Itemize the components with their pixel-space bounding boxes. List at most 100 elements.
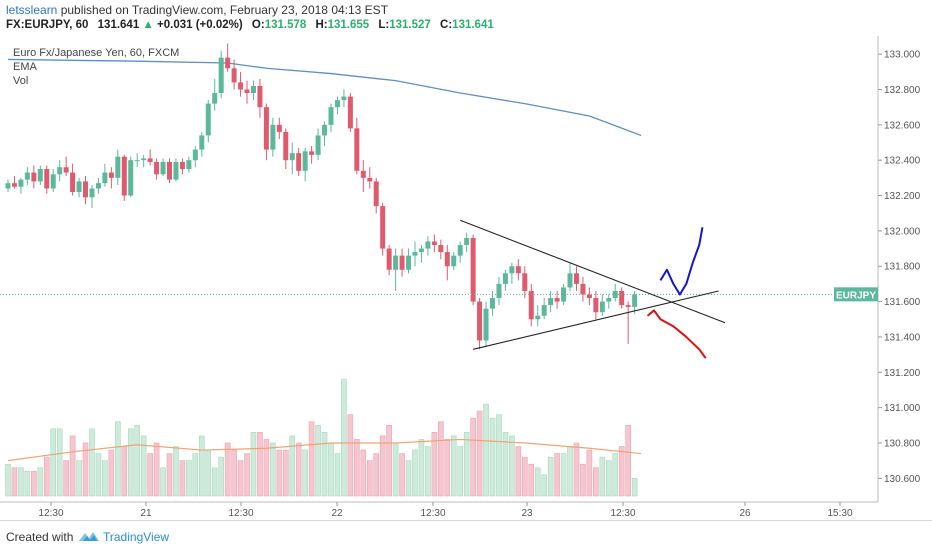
up-arrow-icon: ▲ xyxy=(142,19,154,31)
volume-bar xyxy=(379,435,386,497)
candle-body xyxy=(283,131,289,161)
candle-body xyxy=(406,255,412,270)
volume-bar xyxy=(625,425,631,497)
chart-legend: Euro Fx/Japanese Yen, 60, FXCM EMA Vol xyxy=(13,46,179,88)
volume-bar xyxy=(95,453,102,497)
candle-body xyxy=(483,308,489,341)
candle-body xyxy=(548,298,554,306)
volume-bar xyxy=(11,467,18,497)
candle-body xyxy=(315,135,321,155)
volume-bar xyxy=(308,421,315,497)
x-tick-label: 23 xyxy=(521,508,533,519)
candle-body xyxy=(619,290,625,306)
volume-bar xyxy=(31,470,37,497)
volume-bar xyxy=(147,453,153,497)
candle-body xyxy=(63,167,69,173)
candle-body xyxy=(44,169,50,189)
y-tick-label: 132.000 xyxy=(884,226,921,237)
y-tick-label: 133.000 xyxy=(884,50,921,61)
author-link[interactable]: letsslearn xyxy=(6,3,58,17)
candle-body xyxy=(347,96,353,129)
price-label-text: EURJPY xyxy=(836,290,876,301)
tradingview-brand-link[interactable]: TradingView xyxy=(103,530,170,544)
volume-bar xyxy=(237,460,244,497)
candle-body xyxy=(11,183,17,187)
volume-bar xyxy=(211,467,218,497)
candle-body xyxy=(250,85,256,94)
trendline-lower xyxy=(472,290,719,350)
volume-bar xyxy=(373,453,380,497)
candle-body xyxy=(179,161,185,170)
ohlc-low-label: L: xyxy=(378,19,390,31)
candle-body xyxy=(128,160,134,196)
y-tick-label: 131.000 xyxy=(884,403,921,414)
candle-body xyxy=(573,273,579,284)
candle-body xyxy=(231,68,237,83)
x-tick-label: 12:30 xyxy=(420,508,445,519)
candle-body xyxy=(561,287,567,302)
candle-body xyxy=(444,252,450,267)
volume-bar xyxy=(121,446,128,497)
tradingview-logo-icon[interactable] xyxy=(78,529,100,543)
candle-body xyxy=(57,167,63,175)
volume-bar xyxy=(450,435,457,497)
y-tick-label: 132.200 xyxy=(884,191,921,202)
candle-body xyxy=(70,172,76,192)
candle-body xyxy=(522,273,528,291)
legend-vol: Vol xyxy=(13,75,29,87)
candle-body xyxy=(302,151,308,171)
volume-bar xyxy=(276,449,283,497)
volume-bar xyxy=(160,467,166,497)
legend-ema: EMA xyxy=(13,61,37,73)
y-tick-label: 131.400 xyxy=(884,332,921,343)
volume-bar xyxy=(334,453,341,497)
price-chart[interactable]: 133.000 132.800 132.600 132.400 132.200 132.0… xyxy=(0,36,932,520)
y-tick-label: 130.600 xyxy=(884,474,921,485)
volume-bar xyxy=(134,425,140,497)
volume-bar xyxy=(186,460,192,497)
legend-title: Euro Fx/Japanese Yen, 60, FXCM xyxy=(13,47,180,59)
candle-body xyxy=(134,160,140,162)
candle-body xyxy=(477,301,483,341)
volume-bar xyxy=(405,460,412,497)
candle-body xyxy=(354,128,360,171)
candle-body xyxy=(580,283,586,295)
volume-bar xyxy=(483,403,489,497)
volume-bar xyxy=(43,456,50,497)
x-tick-label: 26 xyxy=(739,508,751,519)
candle-body xyxy=(102,172,108,184)
ohlc-low: 131.527 xyxy=(389,19,431,31)
y-tick-label: 131.800 xyxy=(884,262,921,273)
volume-bar xyxy=(82,442,89,497)
price-label-bg xyxy=(834,287,878,302)
candle-body xyxy=(257,85,263,108)
volume-bar xyxy=(179,460,186,497)
x-tick-label: 22 xyxy=(331,508,343,519)
candle-body xyxy=(218,57,224,94)
y-tick-label: 130.800 xyxy=(884,438,921,449)
volume-bar xyxy=(496,414,502,497)
volume-bar xyxy=(476,410,483,497)
candle-body xyxy=(289,153,295,161)
candle-body xyxy=(296,153,302,171)
candle-body xyxy=(464,237,470,246)
candle-body xyxy=(380,206,386,249)
candle-body xyxy=(205,103,211,136)
volume-bar xyxy=(315,425,321,497)
volume-bar xyxy=(586,449,593,497)
volume-bar xyxy=(218,456,224,497)
candle-body xyxy=(606,298,612,302)
volume-bar xyxy=(18,467,24,497)
candle-body xyxy=(632,294,638,307)
candle-body xyxy=(141,158,147,161)
candle-body xyxy=(457,245,463,256)
volume-bar xyxy=(24,470,31,497)
candle-body xyxy=(212,93,218,104)
volume-bar xyxy=(502,432,509,497)
candle-body xyxy=(490,298,495,309)
volume-bar xyxy=(399,453,405,497)
volume-bar xyxy=(341,379,347,497)
candle-body xyxy=(115,156,121,178)
volume-bar xyxy=(173,446,179,497)
candle-body xyxy=(425,241,431,249)
